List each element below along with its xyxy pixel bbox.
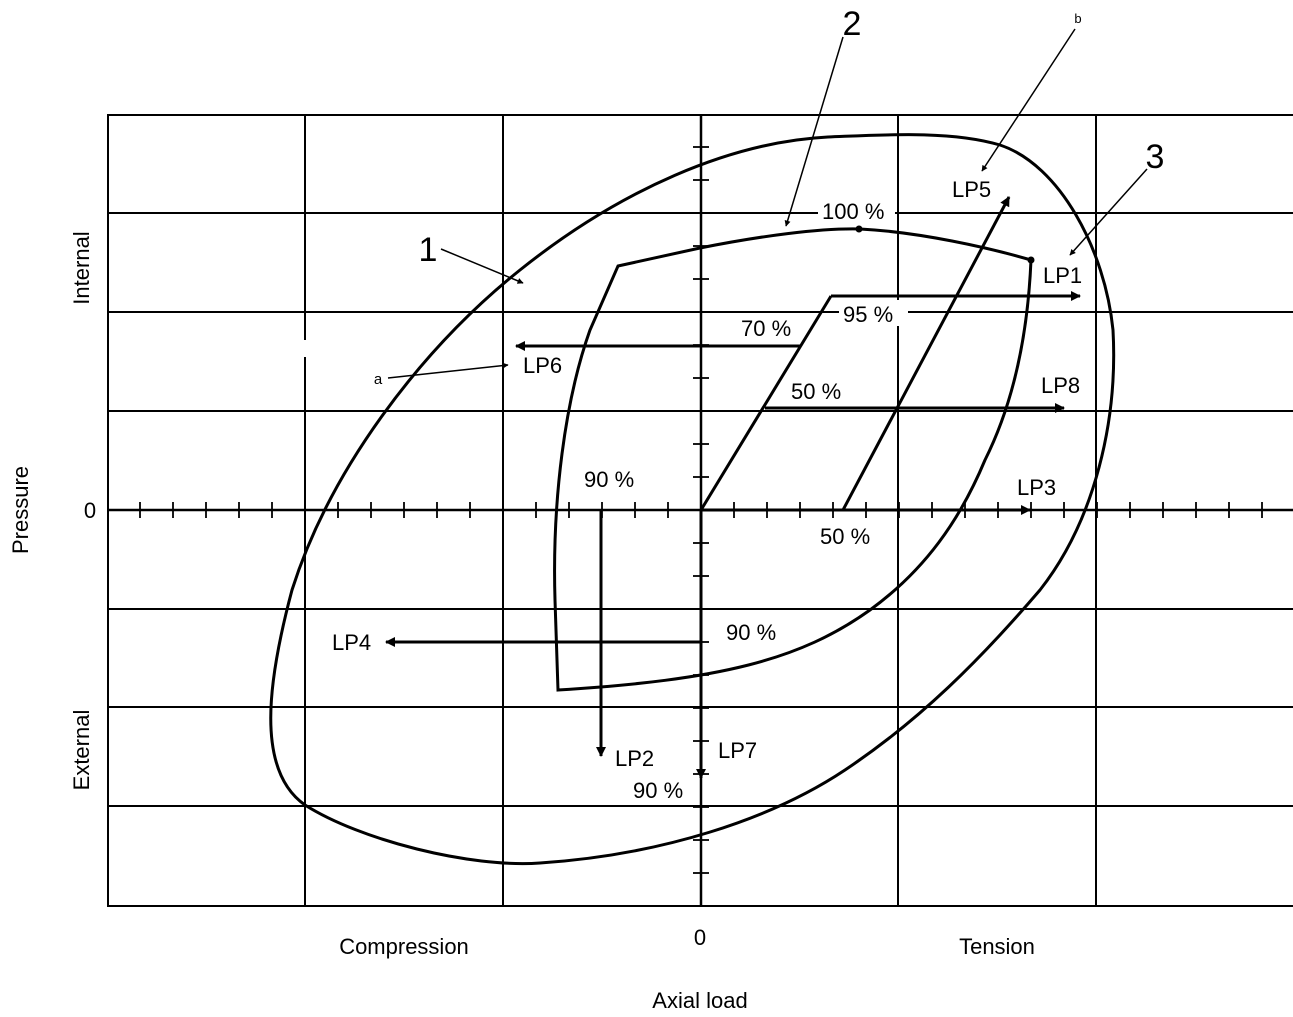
x-axis-compression-label: Compression — [339, 934, 469, 959]
load-path-lines — [385, 196, 1081, 779]
x-axis-title: Axial load — [652, 988, 747, 1013]
outer-envelope-curve-1 — [269, 133, 1116, 866]
label-90-percent-lp4: 90 % — [726, 620, 776, 645]
y-axis-internal-label: Internal — [69, 231, 94, 304]
label-lp4: LP4 — [332, 630, 371, 655]
leader-b — [981, 28, 1076, 172]
label-50-percent-upper: 50 % — [791, 379, 841, 404]
lp5-arrow — [841, 196, 1011, 511]
label-lp2: LP2 — [615, 746, 654, 771]
callout-1: 1 — [419, 231, 438, 269]
label-lp6: LP6 — [523, 353, 562, 378]
x-axis-tension-label: Tension — [959, 934, 1035, 959]
x-axis-zero-label: 0 — [694, 925, 706, 950]
label-lp1: LP1 — [1043, 263, 1082, 288]
leader-2 — [784, 36, 844, 227]
leader-lines — [387, 28, 1148, 379]
label-lp5: LP5 — [952, 177, 991, 202]
lp1-diagonal — [699, 295, 833, 511]
callout-b: b — [1074, 11, 1081, 26]
callout-2: 2 — [843, 5, 862, 43]
y-axis-title: Pressure — [8, 466, 33, 554]
callout-a: a — [374, 371, 383, 388]
axis-ticks — [139, 146, 1263, 874]
bg-100 — [818, 197, 895, 223]
bg-90-lp7 — [630, 778, 696, 804]
label-90-percent-axis: 90 % — [584, 467, 634, 492]
label-100-percent: 100 % — [822, 199, 884, 224]
label-90-percent-lp7: 90 % — [633, 778, 683, 803]
leader-3 — [1069, 168, 1148, 256]
label-lp3: LP3 — [1017, 475, 1056, 500]
leader-a — [387, 362, 509, 379]
y-axis-zero-label: 0 — [84, 498, 96, 523]
label-95-percent: 95 % — [843, 302, 893, 327]
label-70-percent: 70 % — [741, 316, 791, 341]
curve-point-lp1 — [1027, 256, 1035, 264]
label-lp8: LP8 — [1041, 373, 1080, 398]
curve-point-100 — [855, 225, 863, 233]
y-axis-external-label: External — [69, 710, 94, 791]
bg-95 — [839, 300, 908, 326]
label-50-percent-axis: 50 % — [820, 524, 870, 549]
label-lp7: LP7 — [718, 738, 757, 763]
callout-3: 3 — [1146, 138, 1165, 176]
leader-1 — [440, 248, 524, 284]
inner-envelope-curve-2 — [553, 227, 1033, 692]
